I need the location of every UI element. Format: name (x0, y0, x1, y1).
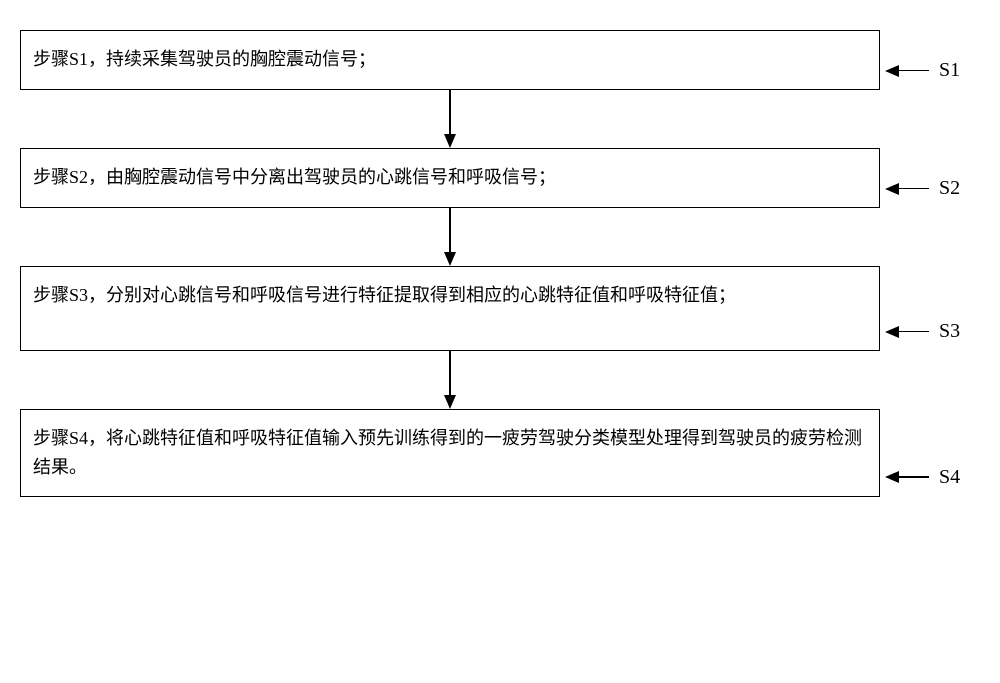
label-arrow-s4 (885, 471, 899, 483)
label-area-s2: S2 (885, 177, 960, 200)
label-text-s3: S3 (939, 320, 960, 343)
step-row-s1: 步骤S1，持续采集驾驶员的胸腔震动信号； S1 (20, 30, 980, 90)
step-row-s4: 步骤S4，将心跳特征值和呼吸特征值输入预先训练得到的一疲劳驾驶分类模型处理得到驾… (20, 409, 980, 497)
label-line-s3 (899, 331, 929, 333)
label-area-s4: S4 (885, 466, 960, 489)
step-box-s3: 步骤S3，分别对心跳信号和呼吸信号进行特征提取得到相应的心跳特征值和呼吸特征值； (20, 266, 880, 351)
step-text-s4: 步骤S4，将心跳特征值和呼吸特征值输入预先训练得到的一疲劳驾驶分类模型处理得到驾… (33, 424, 867, 482)
label-line-s1 (899, 70, 929, 72)
label-area-s1: S1 (885, 59, 960, 82)
label-line-s2 (899, 188, 929, 190)
step-text-s1: 步骤S1，持续采集驾驶员的胸腔震动信号； (33, 45, 376, 74)
label-line-s4 (899, 476, 929, 478)
flowchart-container: 步骤S1，持续采集驾驶员的胸腔震动信号； S1 步骤S2，由胸腔震动信号中分离出… (20, 30, 980, 497)
connector-line-1-2 (449, 90, 451, 134)
label-text-s2: S2 (939, 177, 960, 200)
label-arrow-s1 (885, 65, 899, 77)
connector-arrow-1-2 (444, 134, 456, 148)
label-arrow-s3 (885, 326, 899, 338)
label-area-s3: S3 (885, 320, 960, 343)
step-box-s2: 步骤S2，由胸腔震动信号中分离出驾驶员的心跳信号和呼吸信号； (20, 148, 880, 208)
connector-arrow-2-3 (444, 252, 456, 266)
connector-line-3-4 (449, 351, 451, 395)
connector-line-2-3 (449, 208, 451, 252)
step-text-s3: 步骤S3，分别对心跳信号和呼吸信号进行特征提取得到相应的心跳特征值和呼吸特征值； (33, 281, 736, 310)
label-arrow-s2 (885, 183, 899, 195)
connector-3-4 (20, 351, 880, 409)
step-row-s2: 步骤S2，由胸腔震动信号中分离出驾驶员的心跳信号和呼吸信号； S2 (20, 148, 980, 208)
step-text-s2: 步骤S2，由胸腔震动信号中分离出驾驶员的心跳信号和呼吸信号； (33, 163, 556, 192)
connector-1-2 (20, 90, 880, 148)
label-text-s1: S1 (939, 59, 960, 82)
connector-2-3 (20, 208, 880, 266)
label-text-s4: S4 (939, 466, 960, 489)
step-box-s1: 步骤S1，持续采集驾驶员的胸腔震动信号； (20, 30, 880, 90)
connector-arrow-3-4 (444, 395, 456, 409)
step-box-s4: 步骤S4，将心跳特征值和呼吸特征值输入预先训练得到的一疲劳驾驶分类模型处理得到驾… (20, 409, 880, 497)
step-row-s3: 步骤S3，分别对心跳信号和呼吸信号进行特征提取得到相应的心跳特征值和呼吸特征值；… (20, 266, 980, 351)
